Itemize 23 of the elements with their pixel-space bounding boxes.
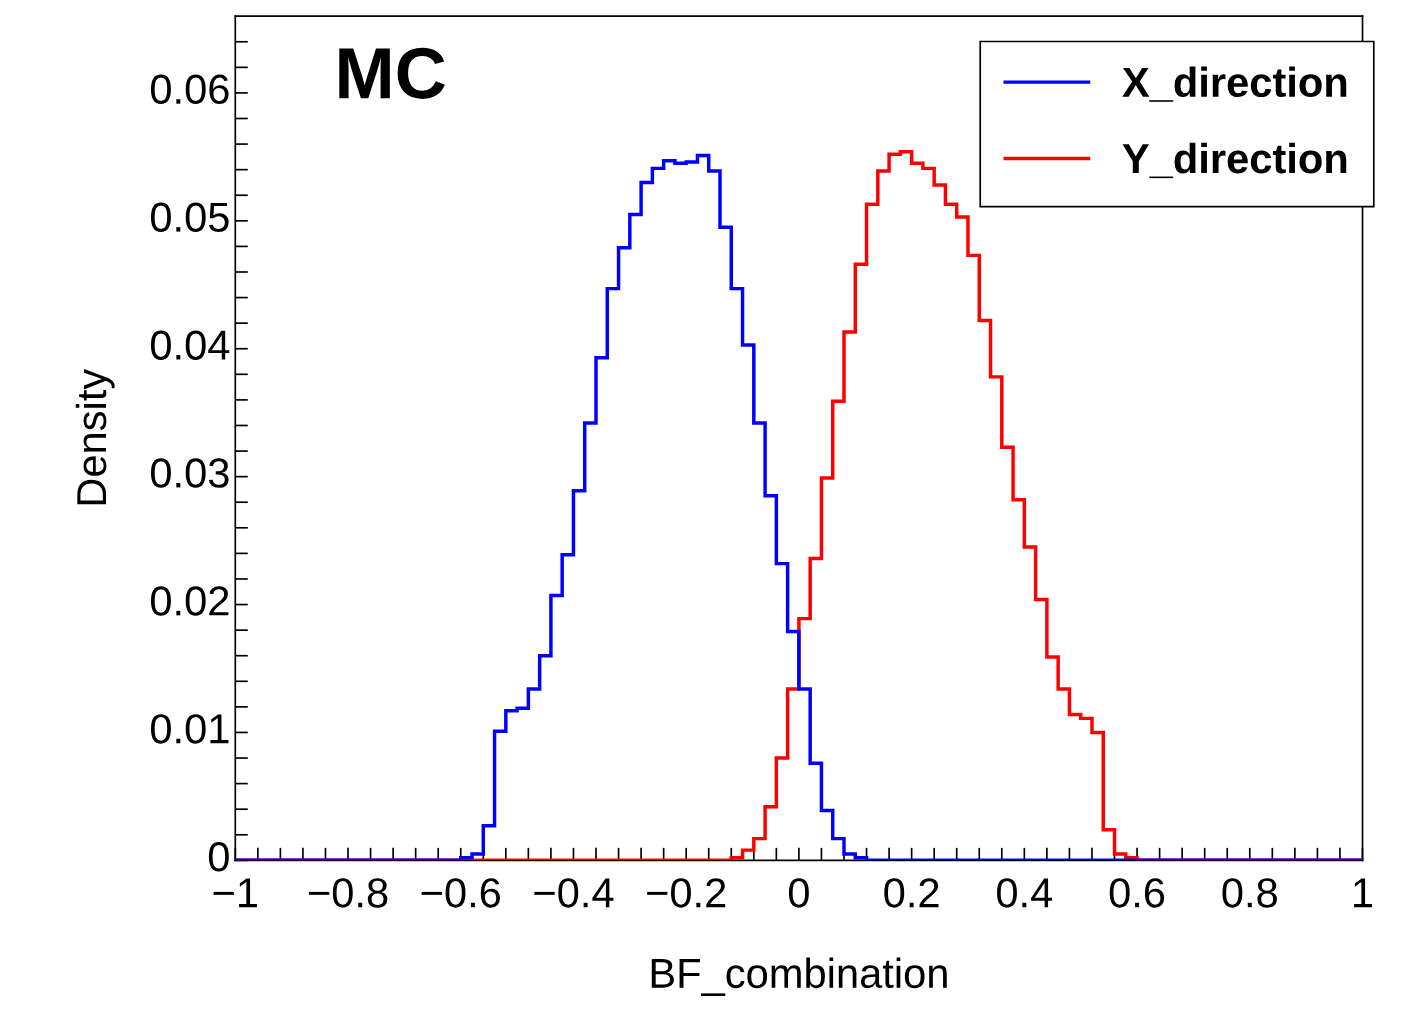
x-tick-label: −0.8 [308,878,388,908]
x-tick-label: −0.4 [534,878,614,908]
x-tick-label: −0.6 [421,878,501,908]
y-tick-label: 0.05 [150,202,229,233]
x-axis-title: BF_combination [651,957,947,997]
y-axis-title: Density [75,368,115,505]
x-tick-label: 0.6 [1109,878,1165,908]
x-tick-label: −1 [213,878,258,908]
annotation: MC [339,47,445,99]
y-tick-label: 0 [208,842,229,872]
y-tick-label: 0.04 [150,330,230,360]
x-tick-label: 0 [788,878,809,908]
legend-label: Y_direction [1122,142,1347,179]
x-tick-label: 1 [1354,878,1373,908]
legend-label: X_direction [1122,66,1347,102]
x-tick-label: 0.4 [997,878,1053,908]
y-tick-label: 0.01 [150,714,229,744]
y-tick-label: 0.03 [150,458,229,488]
y-tick-label: 0.02 [150,586,229,616]
x-tick-label: −0.2 [647,878,726,908]
x-tick-label: 0.2 [884,878,939,908]
y-tick-label: 0.06 [150,74,229,105]
x-tick-label: 0.8 [1222,878,1277,908]
